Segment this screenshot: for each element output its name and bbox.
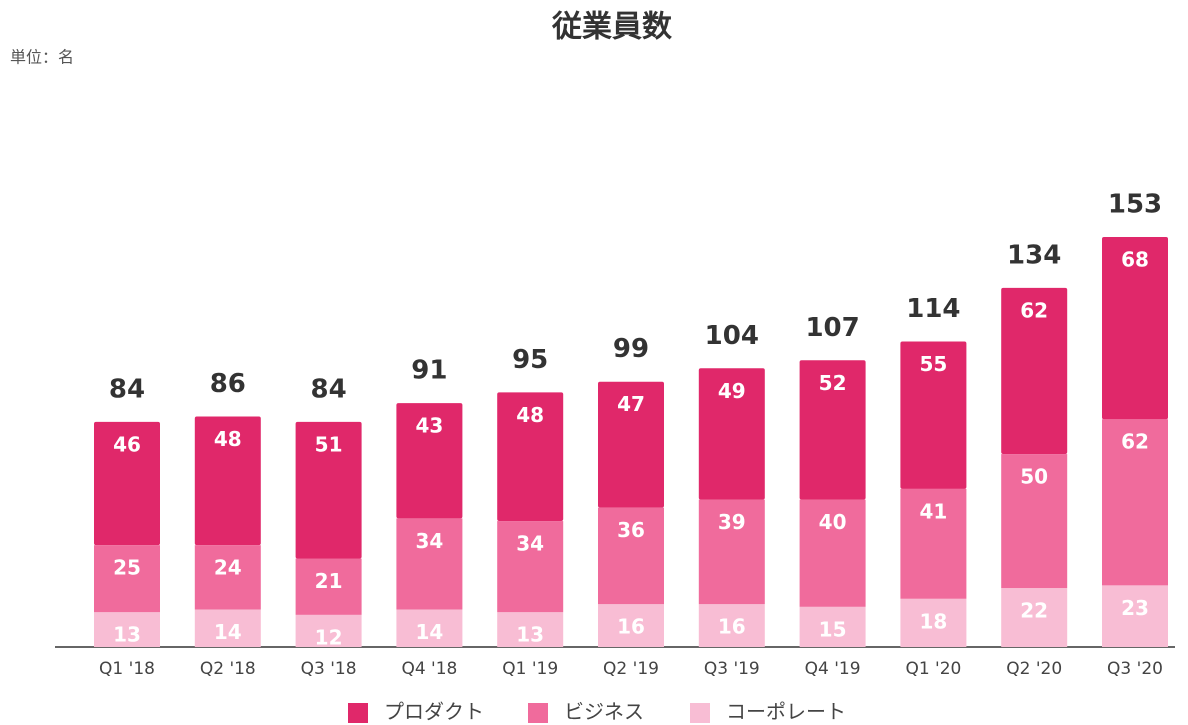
bar-segment (799, 606, 866, 647)
total-label: 104 (705, 321, 759, 351)
segment-label: 51 (315, 432, 343, 456)
bar-segment (94, 421, 160, 546)
segment-label: 46 (113, 432, 141, 456)
bar-segment (295, 421, 362, 559)
bar-segment (497, 612, 564, 647)
total-label: 86 (210, 369, 246, 399)
bar-segment (900, 488, 967, 599)
total-label: 153 (1108, 190, 1162, 220)
bar-segment (94, 612, 160, 647)
x-tick-label: Q1 '19 (502, 659, 558, 679)
legend-swatch (690, 703, 710, 723)
segment-label: 22 (1020, 599, 1048, 623)
segment-label: 13 (113, 623, 141, 647)
segment-label: 47 (617, 392, 645, 416)
bar-segment (1001, 588, 1068, 647)
unit-label: 単位：名 (10, 48, 74, 67)
total-label: 84 (311, 374, 347, 404)
bar-segment (698, 604, 765, 647)
bar-segment (799, 499, 866, 607)
bar-segment (1001, 454, 1068, 589)
x-tick-label: Q1 '20 (905, 659, 961, 679)
segment-label: 25 (113, 556, 141, 580)
bar-segment (698, 499, 765, 605)
bar-segment (194, 416, 261, 546)
segment-label: 34 (415, 529, 443, 553)
bar-segment (598, 381, 664, 508)
x-tick-label: Q2 '20 (1006, 659, 1062, 679)
segment-label: 49 (718, 379, 746, 403)
legend-swatch (528, 703, 548, 723)
segment-label: 62 (1121, 430, 1149, 454)
segment-label: 50 (1020, 465, 1048, 489)
total-label: 134 (1007, 240, 1061, 270)
legend-label: コーポレート (726, 700, 846, 724)
segment-label: 40 (819, 510, 847, 534)
segment-label: 43 (415, 414, 443, 438)
segment-label: 34 (516, 532, 544, 556)
bar-segment (295, 558, 362, 615)
bar-segment (598, 604, 664, 647)
x-tick-label: Q3 '19 (704, 659, 760, 679)
bar-segment (497, 521, 564, 613)
x-tick-label: Q3 '18 (301, 659, 357, 679)
segment-label: 36 (617, 518, 645, 542)
segment-label: 62 (1020, 298, 1048, 322)
bar-segment (1102, 585, 1168, 647)
bar-segment (194, 545, 261, 610)
total-label: 95 (512, 345, 548, 375)
bar-segment (698, 368, 765, 500)
bar-segment (1102, 419, 1168, 586)
segment-label: 68 (1121, 248, 1149, 272)
legend-label: ビジネス (564, 700, 644, 724)
segment-label: 39 (718, 510, 746, 534)
segment-label: 16 (617, 615, 645, 639)
segment-label: 21 (315, 569, 343, 593)
segment-label: 18 (919, 609, 947, 633)
segment-label: 48 (214, 427, 242, 451)
bar-segment (396, 403, 463, 519)
bar-segment (295, 614, 362, 647)
bar-segment (194, 609, 261, 647)
segment-label: 23 (1121, 596, 1149, 620)
bar-segment (598, 507, 664, 605)
segment-label: 14 (415, 620, 443, 644)
total-label: 114 (906, 294, 960, 324)
bar-segment (900, 598, 967, 647)
total-label: 91 (411, 356, 447, 386)
bar-segment (396, 518, 463, 610)
total-label: 107 (805, 313, 859, 343)
segment-label: 55 (919, 352, 947, 376)
segment-label: 14 (214, 620, 242, 644)
bar-segment (799, 360, 866, 500)
x-tick-label: Q2 '19 (603, 659, 659, 679)
x-tick-label: Q1 '18 (99, 659, 155, 679)
segment-label: 41 (919, 499, 947, 523)
legend-swatch (348, 703, 368, 723)
total-label: 99 (613, 334, 649, 364)
chart-title: 従業員数 (551, 10, 673, 45)
bar-segment (1102, 237, 1168, 420)
segment-label: 13 (516, 623, 544, 647)
bar-segment (1001, 287, 1068, 455)
x-tick-label: Q2 '18 (200, 659, 256, 679)
total-label: 84 (109, 374, 145, 404)
x-tick-label: Q4 '18 (401, 659, 457, 679)
x-tick-label: Q4 '19 (805, 659, 861, 679)
bar-segment (900, 341, 967, 489)
bar-segment (497, 392, 564, 522)
segment-label: 16 (718, 615, 746, 639)
bar-segment (94, 545, 160, 613)
bar-segment (396, 609, 463, 647)
segment-label: 48 (516, 403, 544, 427)
segment-label: 24 (214, 556, 242, 580)
x-tick-label: Q3 '20 (1107, 659, 1163, 679)
legend-label: プロダクト (384, 700, 484, 724)
segment-label: 12 (315, 625, 343, 649)
segment-label: 15 (819, 617, 847, 641)
segment-label: 52 (819, 371, 847, 395)
